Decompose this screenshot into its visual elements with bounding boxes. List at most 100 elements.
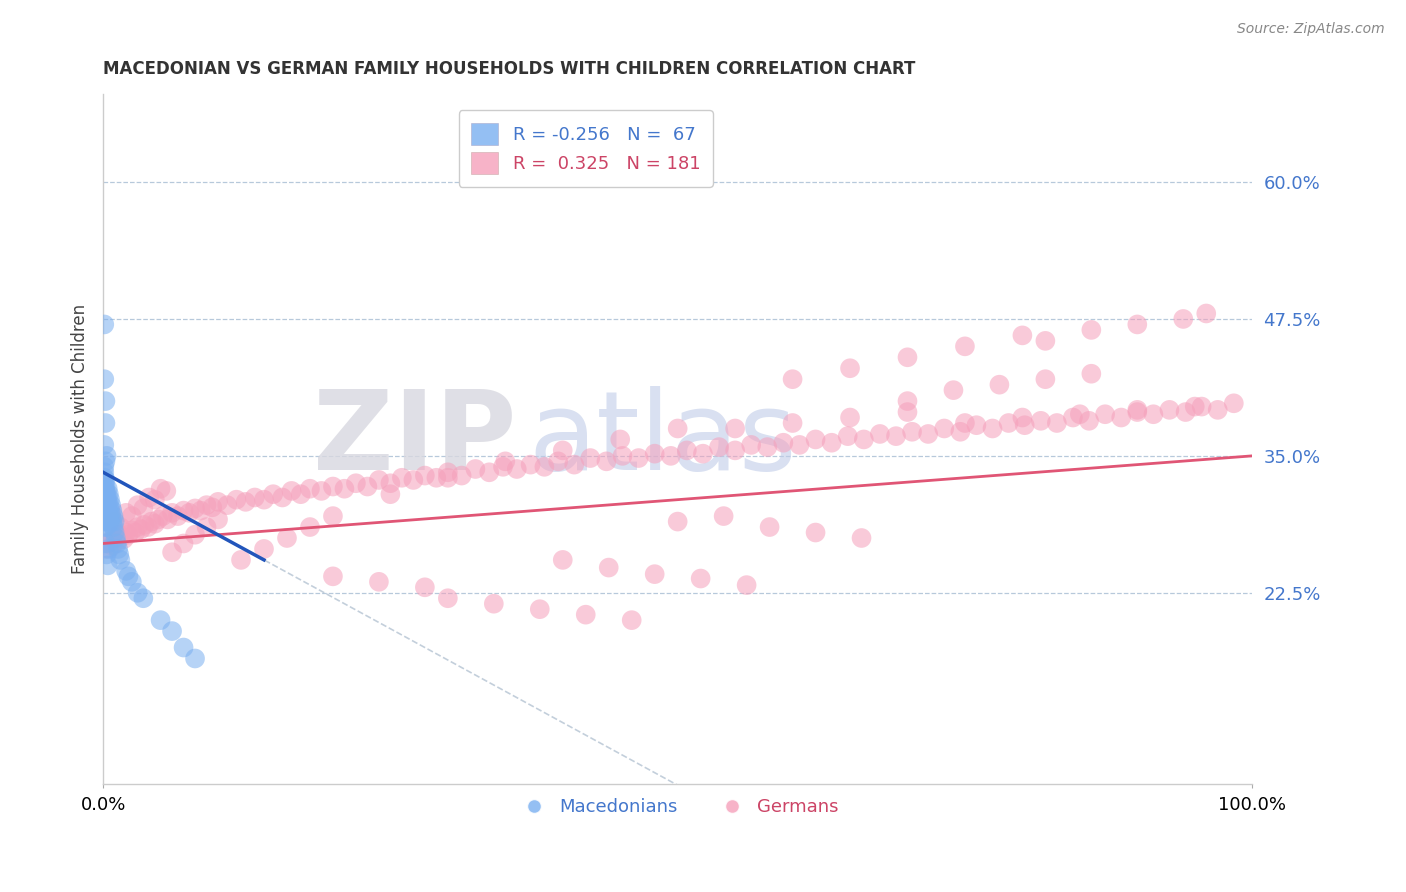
Point (724, 443, 747, 458)
Point (659, 449, 682, 463)
Point (884, 429, 907, 443)
Point (184, 501, 207, 516)
Point (575, 607, 598, 622)
Point (93, 498, 115, 512)
Point (107, 541, 129, 556)
Point (115, 525, 138, 540)
Point (97, 503, 120, 517)
Point (132, 591, 155, 606)
Point (195, 520, 218, 534)
Point (104, 531, 127, 545)
Point (1206, 402, 1229, 417)
Point (94, 454, 117, 468)
Point (96, 498, 118, 512)
Point (579, 451, 602, 466)
Point (1029, 414, 1052, 428)
Point (94, 506, 117, 520)
Point (103, 509, 125, 524)
Point (692, 447, 714, 461)
Text: MACEDONIAN VS GERMAN FAMILY HOUSEHOLDS WITH CHILDREN CORRELATION CHART: MACEDONIAN VS GERMAN FAMILY HOUSEHOLDS W… (103, 60, 915, 78)
Point (138, 491, 160, 505)
Y-axis label: Family Households with Children: Family Households with Children (72, 304, 89, 574)
Point (1035, 372, 1057, 386)
Point (464, 462, 486, 476)
Point (97, 536, 120, 550)
Point (127, 520, 149, 534)
Point (896, 405, 918, 419)
Point (110, 530, 132, 544)
Point (143, 492, 166, 507)
Point (93, 476, 115, 491)
Point (620, 613, 643, 627)
Point (105, 534, 128, 549)
Point (184, 527, 207, 541)
Point (519, 458, 541, 472)
Point (96, 520, 118, 534)
Point (322, 479, 344, 493)
Point (380, 476, 402, 491)
Point (782, 416, 804, 430)
Point (437, 465, 460, 479)
Point (402, 473, 425, 487)
Point (253, 492, 276, 507)
Point (105, 536, 128, 550)
Point (184, 651, 207, 665)
Point (94, 479, 117, 493)
Point (104, 531, 127, 545)
Point (94, 483, 117, 498)
Point (322, 509, 344, 524)
Point (97, 487, 120, 501)
Point (104, 525, 127, 540)
Point (901, 425, 924, 439)
Point (758, 520, 780, 534)
Point (190, 503, 212, 517)
Point (547, 454, 569, 468)
Point (97, 498, 120, 512)
Point (1223, 396, 1246, 410)
Point (666, 421, 689, 435)
Point (450, 468, 472, 483)
Point (93, 509, 115, 524)
Point (262, 487, 284, 501)
Point (917, 426, 939, 441)
Point (934, 421, 956, 435)
Point (1094, 407, 1116, 421)
Point (110, 520, 132, 534)
Point (1173, 312, 1195, 326)
Point (93, 465, 115, 479)
Point (96, 509, 118, 524)
Point (96, 548, 118, 562)
Point (896, 351, 918, 365)
Point (121, 509, 143, 524)
Point (562, 458, 585, 472)
Point (612, 449, 634, 463)
Point (160, 545, 183, 559)
Point (93, 482, 115, 496)
Point (772, 435, 794, 450)
Point (478, 465, 501, 479)
Point (1046, 416, 1069, 430)
Point (1069, 407, 1091, 421)
Point (609, 433, 631, 447)
Point (298, 482, 321, 496)
Point (96, 492, 118, 507)
Point (413, 580, 436, 594)
Point (782, 372, 804, 386)
Point (804, 433, 827, 447)
Point (93, 487, 115, 501)
Point (195, 498, 218, 512)
Point (997, 416, 1019, 430)
Point (1011, 410, 1033, 425)
Point (207, 512, 229, 526)
Point (129, 522, 152, 536)
Point (644, 447, 666, 461)
Point (1195, 306, 1218, 320)
Point (949, 425, 972, 439)
Point (143, 516, 166, 531)
Point (707, 440, 730, 454)
Point (93, 459, 115, 474)
Point (96, 487, 118, 501)
Point (173, 640, 195, 655)
Point (311, 483, 333, 498)
Point (94, 536, 117, 550)
